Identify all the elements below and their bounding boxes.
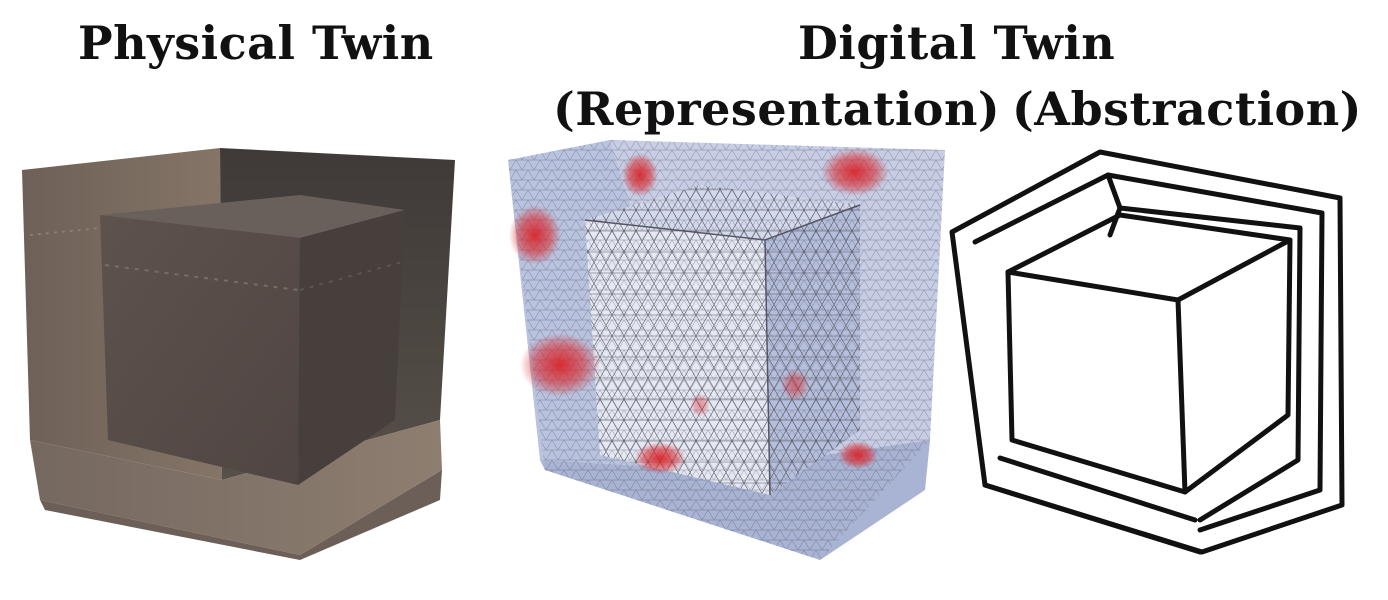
physical-twin-title: Physical Twin <box>78 16 434 70</box>
abstraction-subtitle: (Abstraction) <box>1012 82 1362 136</box>
digital-twin-title: Digital Twin <box>798 16 1116 70</box>
representation-subtitle: (Representation) <box>553 82 1001 136</box>
